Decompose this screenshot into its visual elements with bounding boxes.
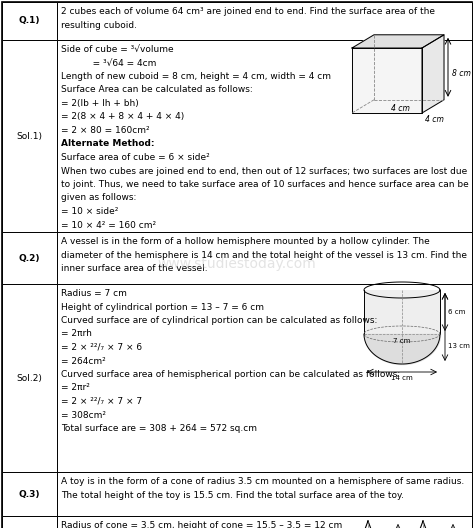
Text: = 10 × side²: = 10 × side² — [61, 207, 118, 216]
Text: 4 cm: 4 cm — [425, 115, 444, 124]
Bar — [57, 284, 472, 472]
Bar — [57, 2, 472, 40]
Text: to joint. Thus, we need to take surface area of 10 surfaces and hence surface ar: to joint. Thus, we need to take surface … — [61, 180, 469, 189]
Text: Height of cylindrical portion = 13 – 7 = 6 cm: Height of cylindrical portion = 13 – 7 =… — [61, 303, 264, 312]
Text: = 2πrh: = 2πrh — [61, 329, 92, 338]
Text: Curved surface area of hemispherical portion can be calculated as follows:: Curved surface area of hemispherical por… — [61, 370, 400, 379]
Polygon shape — [352, 48, 422, 113]
Bar — [57, 232, 472, 284]
Text: Side of cube = ³√volume: Side of cube = ³√volume — [61, 45, 173, 54]
Bar — [57, 516, 472, 528]
Bar — [57, 40, 472, 232]
Text: diameter of the hemisphere is 14 cm and the total height of the vessel is 13 cm.: diameter of the hemisphere is 14 cm and … — [61, 250, 467, 259]
Text: Radius = 7 cm: Radius = 7 cm — [61, 289, 127, 298]
Bar — [2, 284, 57, 472]
Text: Alternate Method:: Alternate Method: — [61, 139, 155, 148]
Text: = 10 × 4² = 160 cm²: = 10 × 4² = 160 cm² — [61, 221, 156, 230]
Text: resulting cuboid.: resulting cuboid. — [61, 21, 137, 30]
Text: = 2(8 × 4 + 8 × 4 + 4 × 4): = 2(8 × 4 + 8 × 4 + 4 × 4) — [61, 112, 184, 121]
Bar — [2, 472, 57, 516]
Text: The total height of the toy is 15.5 cm. Find the total surface area of the toy.: The total height of the toy is 15.5 cm. … — [61, 491, 404, 499]
Bar — [2, 516, 57, 528]
Text: = 2(lb + lh + bh): = 2(lb + lh + bh) — [61, 99, 139, 108]
Text: www.studiestoday.com: www.studiestoday.com — [158, 257, 316, 271]
Text: Radius of cone = 3.5 cm, height of cone = 15.5 – 3.5 = 12 cm: Radius of cone = 3.5 cm, height of cone … — [61, 521, 342, 528]
Text: 8 cm: 8 cm — [452, 69, 471, 78]
Text: Q.2): Q.2) — [19, 253, 40, 262]
Text: inner surface area of the vessel.: inner surface area of the vessel. — [61, 264, 208, 273]
Bar — [2, 40, 57, 232]
Text: = 2 × ²²/₇ × 7 × 7: = 2 × ²²/₇ × 7 × 7 — [61, 397, 142, 406]
Text: 6 cm: 6 cm — [448, 309, 465, 315]
Polygon shape — [352, 35, 444, 48]
Text: Surface area of cube = 6 × side²: Surface area of cube = 6 × side² — [61, 153, 210, 162]
Text: 2 cubes each of volume 64 cm³ are joined end to end. Find the surface area of th: 2 cubes each of volume 64 cm³ are joined… — [61, 7, 435, 16]
Bar — [57, 472, 472, 516]
Text: A vessel is in the form of a hollow hemisphere mounted by a hollow cylinder. The: A vessel is in the form of a hollow hemi… — [61, 237, 430, 246]
Text: given as follows:: given as follows: — [61, 193, 137, 203]
Text: = 264cm²: = 264cm² — [61, 356, 106, 365]
Text: Sol.1): Sol.1) — [17, 131, 43, 140]
Polygon shape — [422, 35, 444, 113]
Bar — [2, 2, 57, 40]
Text: 4 cm: 4 cm — [391, 104, 410, 113]
Text: Curved surface are of cylindrical portion can be calculated as follows:: Curved surface are of cylindrical portio… — [61, 316, 377, 325]
Text: 14 cm: 14 cm — [391, 375, 413, 381]
Text: Length of new cuboid = 8 cm, height = 4 cm, width = 4 cm: Length of new cuboid = 8 cm, height = 4 … — [61, 72, 331, 81]
Polygon shape — [364, 290, 440, 334]
Text: Q.3): Q.3) — [19, 489, 40, 498]
Text: Sol.2): Sol.2) — [17, 373, 43, 382]
Text: = ³√64 = 4cm: = ³√64 = 4cm — [61, 59, 156, 68]
Text: 13 cm: 13 cm — [448, 343, 470, 348]
Text: = 2πr²: = 2πr² — [61, 383, 90, 392]
Text: = 2 × ²²/₇ × 7 × 6: = 2 × ²²/₇ × 7 × 6 — [61, 343, 142, 352]
Text: = 308cm²: = 308cm² — [61, 410, 106, 420]
Text: Surface Area can be calculated as follows:: Surface Area can be calculated as follow… — [61, 86, 253, 95]
Text: Q.1): Q.1) — [19, 16, 40, 25]
Bar — [2, 232, 57, 284]
Text: When two cubes are joined end to end, then out of 12 surfaces; two surfaces are : When two cubes are joined end to end, th… — [61, 166, 467, 175]
Text: = 2 × 80 = 160cm²: = 2 × 80 = 160cm² — [61, 126, 150, 135]
Text: Total surface are = 308 + 264 = 572 sq.cm: Total surface are = 308 + 264 = 572 sq.c… — [61, 424, 257, 433]
Text: 7 cm: 7 cm — [393, 338, 410, 344]
Text: A toy is in the form of a cone of radius 3.5 cm mounted on a hemisphere of same : A toy is in the form of a cone of radius… — [61, 477, 464, 486]
